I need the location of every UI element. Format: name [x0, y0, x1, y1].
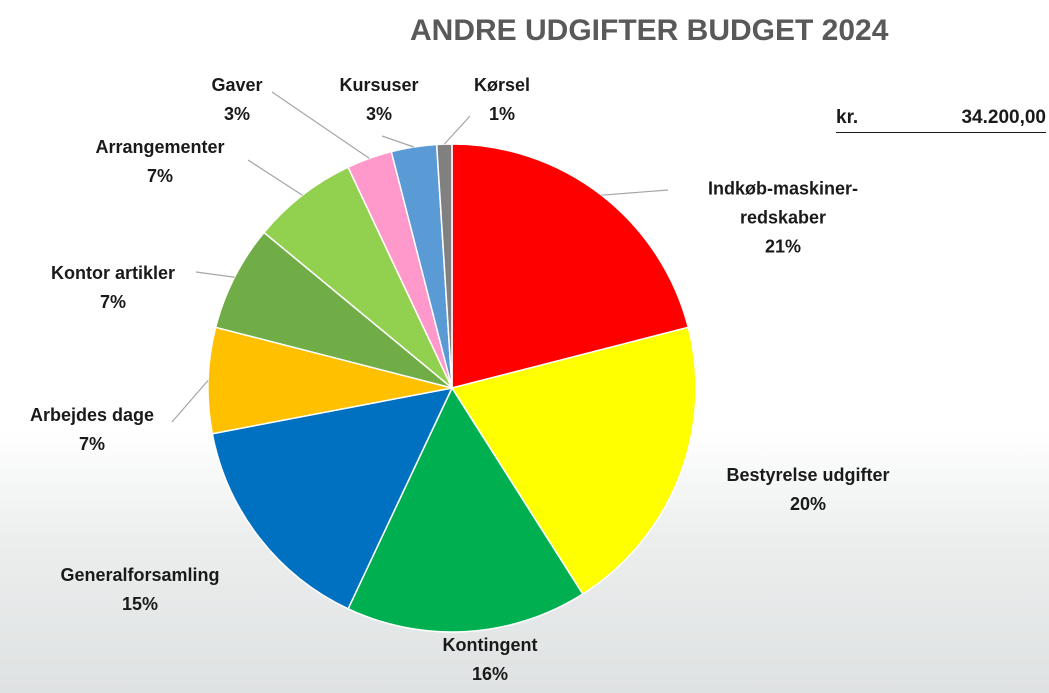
category-label: Indkøb-maskiner-redskaber	[707, 178, 859, 228]
leader-line	[171, 379, 209, 423]
total: kr. 34.200,00	[836, 107, 1046, 133]
slice-label: Kursuser 3%	[319, 71, 439, 129]
chart-title: ANDRE UDGIFTER BUDGET 2024	[410, 14, 889, 47]
category-label: Kørsel	[473, 75, 531, 95]
category-label: Gaver	[211, 75, 263, 95]
pie-slice	[347, 386, 584, 633]
category-label: Kontor artikler	[50, 263, 176, 283]
slice-label: Arrangementer 7%	[60, 133, 260, 191]
leader-line	[381, 135, 415, 148]
leader-line	[195, 271, 235, 278]
slice-label: Kontor artikler 7%	[3, 259, 223, 317]
category-label: Kontingent	[442, 635, 538, 655]
pie-slice	[262, 166, 453, 389]
value-label: 7%	[146, 166, 173, 186]
category-label: Arbejdes dage	[29, 405, 155, 425]
slice-label: Bestyrelse udgifter 20%	[678, 461, 938, 519]
value-label: 3%	[223, 104, 250, 124]
leader-line	[271, 91, 370, 159]
category-label: Kursuser	[339, 75, 419, 95]
slice-label: Kontingent 16%	[390, 631, 590, 689]
value-label: 20%	[789, 494, 827, 514]
category-label: Bestyrelse udgifter	[726, 465, 890, 485]
amount: 34.200,00	[961, 107, 1046, 128]
slice-label: Indkøb-maskiner-redskaber 21%	[683, 175, 883, 262]
pie-slice	[450, 326, 697, 596]
leader-line	[247, 159, 303, 196]
currency: kr.	[836, 107, 859, 128]
value-label: 7%	[78, 434, 105, 454]
leader-line	[443, 115, 471, 145]
value-label: 3%	[365, 104, 392, 124]
slice-label: Kørsel 1%	[442, 71, 562, 129]
pie-slice	[207, 326, 453, 435]
category-label: Generalforsamling	[60, 565, 220, 585]
slice-label: Arbejdes dage 7%	[0, 401, 192, 459]
leader-line	[601, 189, 669, 196]
category-label: Arrangementer	[95, 137, 225, 157]
slice-label: Gaver 3%	[177, 71, 297, 129]
pie-slice	[211, 386, 454, 610]
value-label: 16%	[471, 664, 509, 684]
slice-label: Generalforsamling 15%	[10, 561, 270, 619]
value-label: 15%	[121, 594, 159, 614]
value-label: 21%	[764, 236, 802, 257]
value-label: 1%	[488, 104, 515, 124]
pie-slice	[451, 143, 690, 389]
value-label: 7%	[99, 292, 126, 312]
pie-slice	[214, 231, 453, 389]
